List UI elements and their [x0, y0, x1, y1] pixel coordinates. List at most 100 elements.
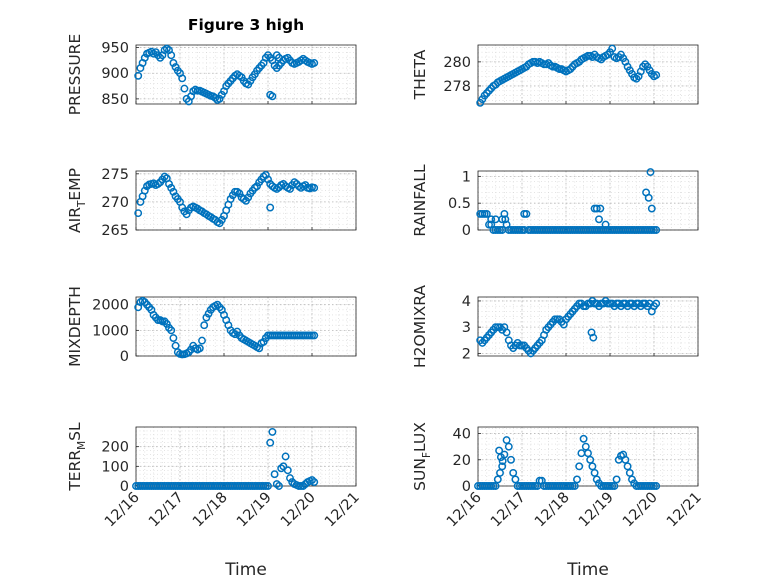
y-tick-label: 0: [462, 223, 471, 239]
data-point: [217, 215, 226, 224]
data-point: [652, 299, 661, 308]
data-point: [520, 226, 529, 234]
data-point: [169, 187, 178, 196]
y-tick-label: 1: [462, 169, 471, 185]
series-sun-flux: [474, 434, 661, 490]
y-tick-label: 3: [462, 320, 471, 336]
axis-box-air-temp: [135, 170, 357, 231]
x-tick-label: 12/17: [146, 490, 187, 531]
data-point: [628, 475, 636, 484]
subplot-air-temp: 265 270 275 AIRTEMP: [66, 167, 357, 239]
data-point: [644, 193, 653, 202]
data-point: [178, 74, 187, 83]
data-point: [646, 168, 655, 177]
data-point: [200, 321, 209, 330]
y-tick-label: 278: [443, 79, 471, 95]
data-point: [272, 480, 281, 488]
y-tick-label: 20: [453, 453, 471, 469]
subplots-group: 850 900 950 PRESSURE 278 280 THETA 265 270 275 AIR…: [66, 34, 705, 531]
figure-title: Figure 3 high: [188, 16, 304, 34]
data-point: [507, 455, 515, 464]
data-point: [493, 475, 502, 484]
x-tick-label: 12/17: [488, 490, 529, 531]
y-tick-label: 4: [462, 294, 471, 310]
data-point: [623, 462, 632, 471]
data-point: [595, 215, 603, 224]
subplot-pressure: 850 900 950 PRESSURE: [66, 34, 357, 115]
series-theta: [476, 44, 661, 107]
y-tick-label: 0: [120, 349, 129, 365]
data-point: [592, 204, 601, 213]
axis-box-terr-msl: [135, 426, 357, 487]
x-tick-label: 12/20: [278, 490, 319, 531]
subplot-terr-msl: 12/16 12/17 12/18 12/19 12/20 12/21 0 100 200 TER…: [66, 422, 363, 530]
data-point: [167, 326, 176, 335]
data-point: [204, 309, 213, 318]
data-point: [652, 71, 661, 80]
data-point: [310, 331, 319, 340]
x-tick-label: 12/16: [444, 490, 485, 531]
data-point: [586, 455, 595, 464]
y-axis-label-rainfall: RAINFALL: [411, 164, 429, 237]
data-point: [266, 203, 275, 212]
data-point: [608, 44, 617, 53]
y-tick-label: 1000: [92, 323, 129, 339]
data-point: [134, 209, 143, 218]
data-point: [279, 462, 288, 471]
data-point: [652, 226, 661, 234]
data-point: [233, 327, 242, 336]
data-point: [215, 94, 224, 103]
data-point: [286, 474, 294, 483]
subplot-h2omixra: 2 3 4 H2OMIXRA: [411, 285, 699, 368]
x-tick-label: 12/16: [102, 490, 143, 531]
data-point: [180, 84, 189, 93]
subplot-rainfall: 0 0.5 1 RAINFALL: [411, 164, 699, 239]
plot-area-pressure: [136, 45, 356, 104]
x-axis-label-left: Time: [224, 560, 267, 580]
data-point: [165, 179, 173, 188]
data-point: [259, 337, 268, 346]
data-point: [283, 466, 292, 475]
data-point: [596, 204, 605, 213]
data-point: [140, 186, 149, 195]
data-point: [211, 93, 220, 102]
x-tick-label: 12/19: [234, 490, 275, 531]
data-point: [573, 475, 581, 484]
y-tick-label: 950: [101, 41, 129, 57]
subplot-theta: 278 280 THETA: [411, 44, 699, 107]
data-point: [261, 170, 270, 179]
data-point: [588, 462, 597, 471]
data-point: [264, 482, 272, 490]
data-point: [178, 203, 187, 212]
x-tick-label: 12/21: [322, 490, 363, 531]
data-point: [592, 475, 601, 484]
x-tick-label: 12/20: [620, 490, 661, 531]
data-point: [275, 53, 283, 62]
data-point: [504, 442, 513, 451]
data-point: [235, 189, 244, 198]
y-tick-label: 2: [462, 346, 471, 362]
data-point: [581, 442, 590, 451]
data-point: [487, 215, 496, 224]
data-point: [491, 482, 500, 490]
data-point: [167, 183, 176, 192]
axis-box-mixdepth: [135, 296, 357, 357]
data-point: [501, 215, 510, 224]
data-point: [496, 468, 504, 477]
data-point: [281, 452, 290, 461]
y-axis-label-air-temp: AIRTEMP: [66, 168, 88, 233]
y-tick-label: 0: [120, 479, 129, 495]
plot-area-terr-msl: [136, 427, 356, 486]
y-axis-label-sun-flux: SUNFLUX: [411, 422, 433, 491]
data-point: [140, 53, 149, 62]
x-axis-label-right: Time: [566, 560, 609, 580]
data-point: [266, 438, 275, 447]
y-axis-label-h2omixra: H2OMIXRA: [411, 285, 429, 368]
data-point: [511, 475, 520, 484]
y-tick-label: 0: [462, 479, 471, 495]
data-point: [268, 92, 277, 101]
subplot-mixdepth: 0 1000 2000 MIXDEPTH: [66, 286, 357, 367]
axis-box-h2omixra: [477, 296, 699, 357]
